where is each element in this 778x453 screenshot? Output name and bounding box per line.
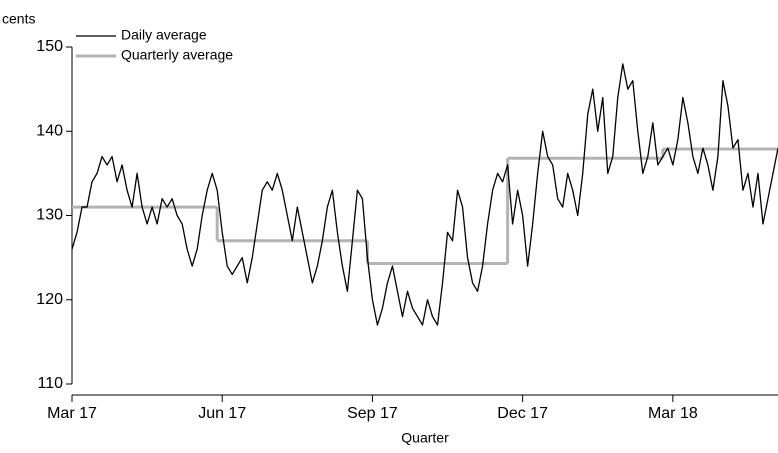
x-tick-label: Mar 18 <box>648 405 698 422</box>
y-tick-label: 110 <box>37 375 63 392</box>
y-tick-label: 150 <box>36 38 63 55</box>
x-tick-label: Mar 17 <box>47 405 97 422</box>
legend-label: Daily average <box>121 27 207 43</box>
legend-label: Quarterly average <box>121 47 233 63</box>
data-line <box>71 63 778 326</box>
y-tick-label: 140 <box>36 122 63 139</box>
x-tick-label: Sep 17 <box>347 405 398 422</box>
x-tick-label: Dec 17 <box>497 405 548 422</box>
x-axis-label: Quarter <box>401 430 449 446</box>
y-axis-label: cents <box>2 11 35 27</box>
x-tick-label: Jun 17 <box>198 405 246 422</box>
y-tick-label: 120 <box>36 291 63 308</box>
y-tick-label: 130 <box>36 207 63 224</box>
